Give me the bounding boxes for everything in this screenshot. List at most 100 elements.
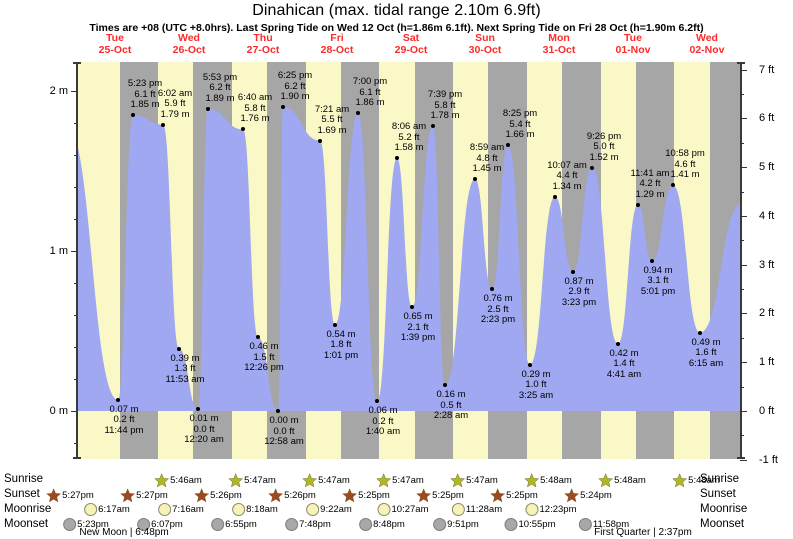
sunrise-event-27-oct: 5:47am (228, 473, 276, 488)
right-tick-5ft: 5 ft (759, 161, 775, 174)
day-date: 25-Oct (98, 44, 132, 56)
low-tide-label-3: 0.46 m 1.5 ft 12:26 pm (244, 341, 284, 374)
right-minor-tick (740, 386, 744, 388)
low-tide-label-8: 0.16 m 0.5 ft 2:28 am (433, 389, 469, 422)
star-icon (490, 488, 506, 503)
moonrise-event-29-oct: 10:27am (377, 503, 428, 516)
low-tide-label-12: 0.42 m 1.4 ft 4:41 am (606, 347, 642, 380)
day-header-31-oct: Mon 31-Oct (522, 32, 596, 56)
day-header-28-oct: Fri 28-Oct (300, 32, 374, 56)
right-tickmark (740, 411, 747, 412)
right-tickmark (740, 167, 747, 169)
right-tickmark (740, 118, 747, 120)
day-date: 30-Oct (468, 44, 502, 56)
day-date: 29-Oct (394, 44, 428, 56)
row-label-sunset-left: Sunset (4, 488, 40, 500)
moon-icon (137, 518, 151, 531)
moonset-event-31-oct: 10:55pm (504, 518, 555, 531)
day-dow: Mon (548, 32, 570, 44)
left-tickmark (71, 411, 78, 412)
high-tide-label-1: 6:02 am 5.9 ft 1.79 m (157, 87, 193, 120)
right-tickmark (740, 313, 747, 315)
moonset-event-26-oct: 6:07pm (137, 518, 183, 531)
star-icon (120, 488, 136, 503)
sunset-time: 5:24pm (580, 490, 612, 501)
sunrise-event-30-oct: 5:47am (450, 473, 498, 488)
moon-icon (84, 503, 98, 516)
sunset-time: 5:27pm (62, 490, 94, 501)
sunset-event-28-oct: 5:26pm (268, 488, 316, 503)
sunset-event-29-oct: 5:25pm (342, 488, 390, 503)
moonset-event-01-nov: 11:58pm (578, 518, 630, 531)
right-tickmark (740, 264, 747, 266)
left-tick-0m: 0 m (49, 405, 68, 417)
row-label-sunrise-right: Sunrise (700, 473, 739, 485)
moonset-event-30-oct: 9:51pm (433, 518, 479, 531)
high-tide-label-3: 6:40 am 5.8 ft 1.76 m (237, 92, 273, 125)
right-minor-tick (740, 289, 744, 291)
high-tide-dot-10 (506, 143, 510, 148)
sunset-event-31-oct: 5:25pm (490, 488, 538, 503)
low-tide-dot-2 (196, 407, 200, 412)
right-tickmark (740, 459, 747, 461)
high-tide-label-10: 8:25 pm 5.4 ft 1.66 m (502, 108, 538, 141)
moon-icon (232, 503, 246, 516)
day-dow: Tue (106, 32, 124, 44)
sunset-time: 5:25pm (506, 490, 538, 501)
moonset-time: 11:58pm (592, 519, 630, 530)
day-date: 02-Nov (689, 44, 725, 56)
day-header-27-oct: Thu 27-Oct (226, 32, 300, 56)
low-tide-dot-14 (698, 330, 702, 335)
low-tide-label-10: 0.29 m 1.0 ft 3:25 am (518, 368, 554, 401)
moonrise-event-28-oct: 9:22am (306, 503, 352, 516)
tide-area (78, 107, 740, 411)
low-tide-dot-12 (616, 341, 620, 346)
page-title: Dinahican (max. tidal range 2.10m 6.9ft) (252, 2, 541, 19)
star-icon (342, 488, 358, 503)
sunset-time: 5:26pm (284, 490, 316, 501)
right-minor-tick (740, 435, 744, 437)
high-tide-dot-5 (318, 138, 322, 143)
sunset-time: 5:26pm (210, 490, 242, 501)
star-icon (416, 488, 432, 503)
high-tide-dot-0 (131, 113, 135, 117)
moonset-time: 6:07pm (151, 519, 183, 530)
high-tide-dot-1 (161, 122, 165, 127)
moonrise-time: 6:17am (98, 504, 130, 515)
high-tide-dot-13 (636, 202, 640, 207)
moonset-time: 8:48pm (373, 519, 405, 530)
sunrise-time: 5:47am (244, 475, 276, 486)
right-minor-tick (740, 240, 744, 242)
moonset-event-25-oct: 5:23pm (63, 518, 109, 531)
sunrise-time: 5:46am (170, 475, 202, 486)
moonrise-time: 12:23pm (539, 504, 577, 515)
low-tide-dot-1 (177, 346, 181, 351)
row-label-moonset-left: Moonset (4, 518, 49, 530)
sunrise-event-01-nov: 5:48am (598, 473, 646, 488)
moonset-time: 7:48pm (299, 519, 331, 530)
moon-icon (525, 503, 539, 516)
star-icon (564, 488, 580, 503)
high-tide-dot-14 (671, 183, 675, 188)
plot-left-border (76, 62, 78, 459)
moonset-time: 9:51pm (447, 519, 479, 530)
day-header-29-oct: Sat 29-Oct (374, 32, 448, 56)
sunrise-event-26-oct: 5:46am (154, 473, 202, 488)
right-tick-6ft: 6 ft (759, 112, 775, 125)
high-tide-dot-8 (431, 124, 435, 129)
star-icon (598, 473, 614, 488)
high-tide-label-2: 5:53 pm 6.2 ft 1.89 m (202, 71, 238, 104)
moon-icon (306, 503, 320, 516)
low-tide-dot-8 (443, 383, 447, 388)
plot-frame-cap (737, 62, 745, 64)
moon-icon (451, 503, 465, 516)
right-tickmark (740, 362, 747, 364)
right-minor-tick (740, 337, 744, 339)
sunrise-time: 5:47am (392, 475, 424, 486)
day-dow: Fri (330, 32, 344, 44)
left-tickmark (71, 251, 78, 252)
plot-frame-cap (73, 62, 81, 64)
moonset-event-29-oct: 8:48pm (359, 518, 405, 531)
star-icon (46, 488, 62, 503)
star-icon (228, 473, 244, 488)
